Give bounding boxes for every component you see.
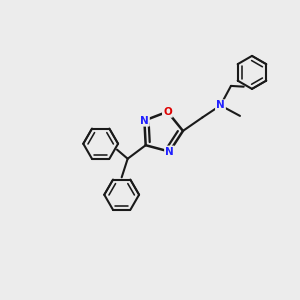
Text: N: N [140,116,149,126]
Text: N: N [165,147,174,157]
Text: N: N [216,100,225,110]
Text: O: O [163,107,172,117]
